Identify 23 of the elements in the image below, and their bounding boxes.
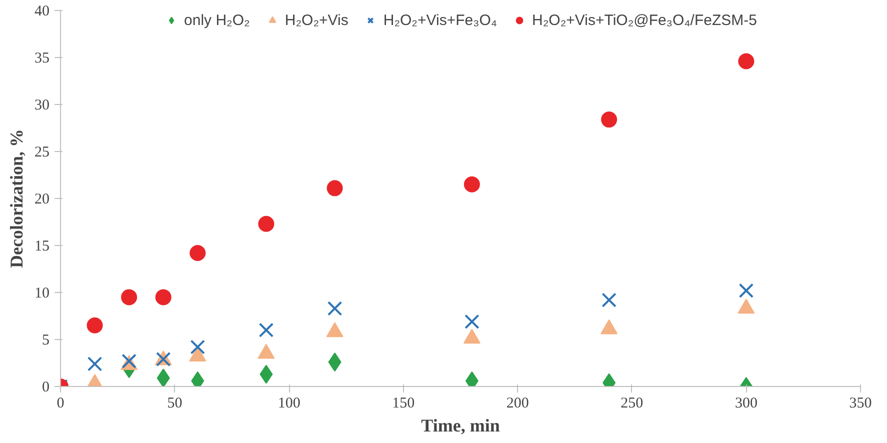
x-tick-label: 250 [620, 396, 644, 412]
y-tick-label: 10 [34, 286, 50, 302]
y-tick-label: 5 [42, 332, 50, 348]
y-tick-label: 25 [34, 144, 50, 160]
y-tick-label: 0 [42, 380, 50, 396]
legend-label: H₂O₂+Vis [284, 12, 348, 28]
x-tick-label: 150 [392, 396, 415, 412]
y-tick-label: 35 [34, 50, 50, 66]
y-tick-label: 30 [34, 98, 50, 114]
legend-label: H₂O₂+Vis+Fe₃O₄ [383, 12, 497, 28]
y-tick-label: 40 [34, 4, 50, 20]
legend-label: only H₂O₂ [184, 12, 250, 28]
x-axis-title: Time, min [421, 416, 500, 436]
x-tick-label: 50 [167, 396, 182, 412]
x-tick-label: 300 [734, 396, 758, 412]
legend-label: H₂O₂+Vis+TiO₂@Fe₃O₄/FeZSM-5 [532, 12, 757, 28]
x-tick-label: 350 [849, 396, 872, 412]
x-tick-label: 100 [278, 396, 300, 412]
y-tick-label: 20 [34, 192, 50, 208]
y-axis-title: Decolorization, % [6, 129, 26, 268]
y-tick-label: 15 [34, 238, 50, 254]
x-tick-label: 200 [506, 396, 529, 412]
x-tick-label: 0 [56, 396, 64, 412]
